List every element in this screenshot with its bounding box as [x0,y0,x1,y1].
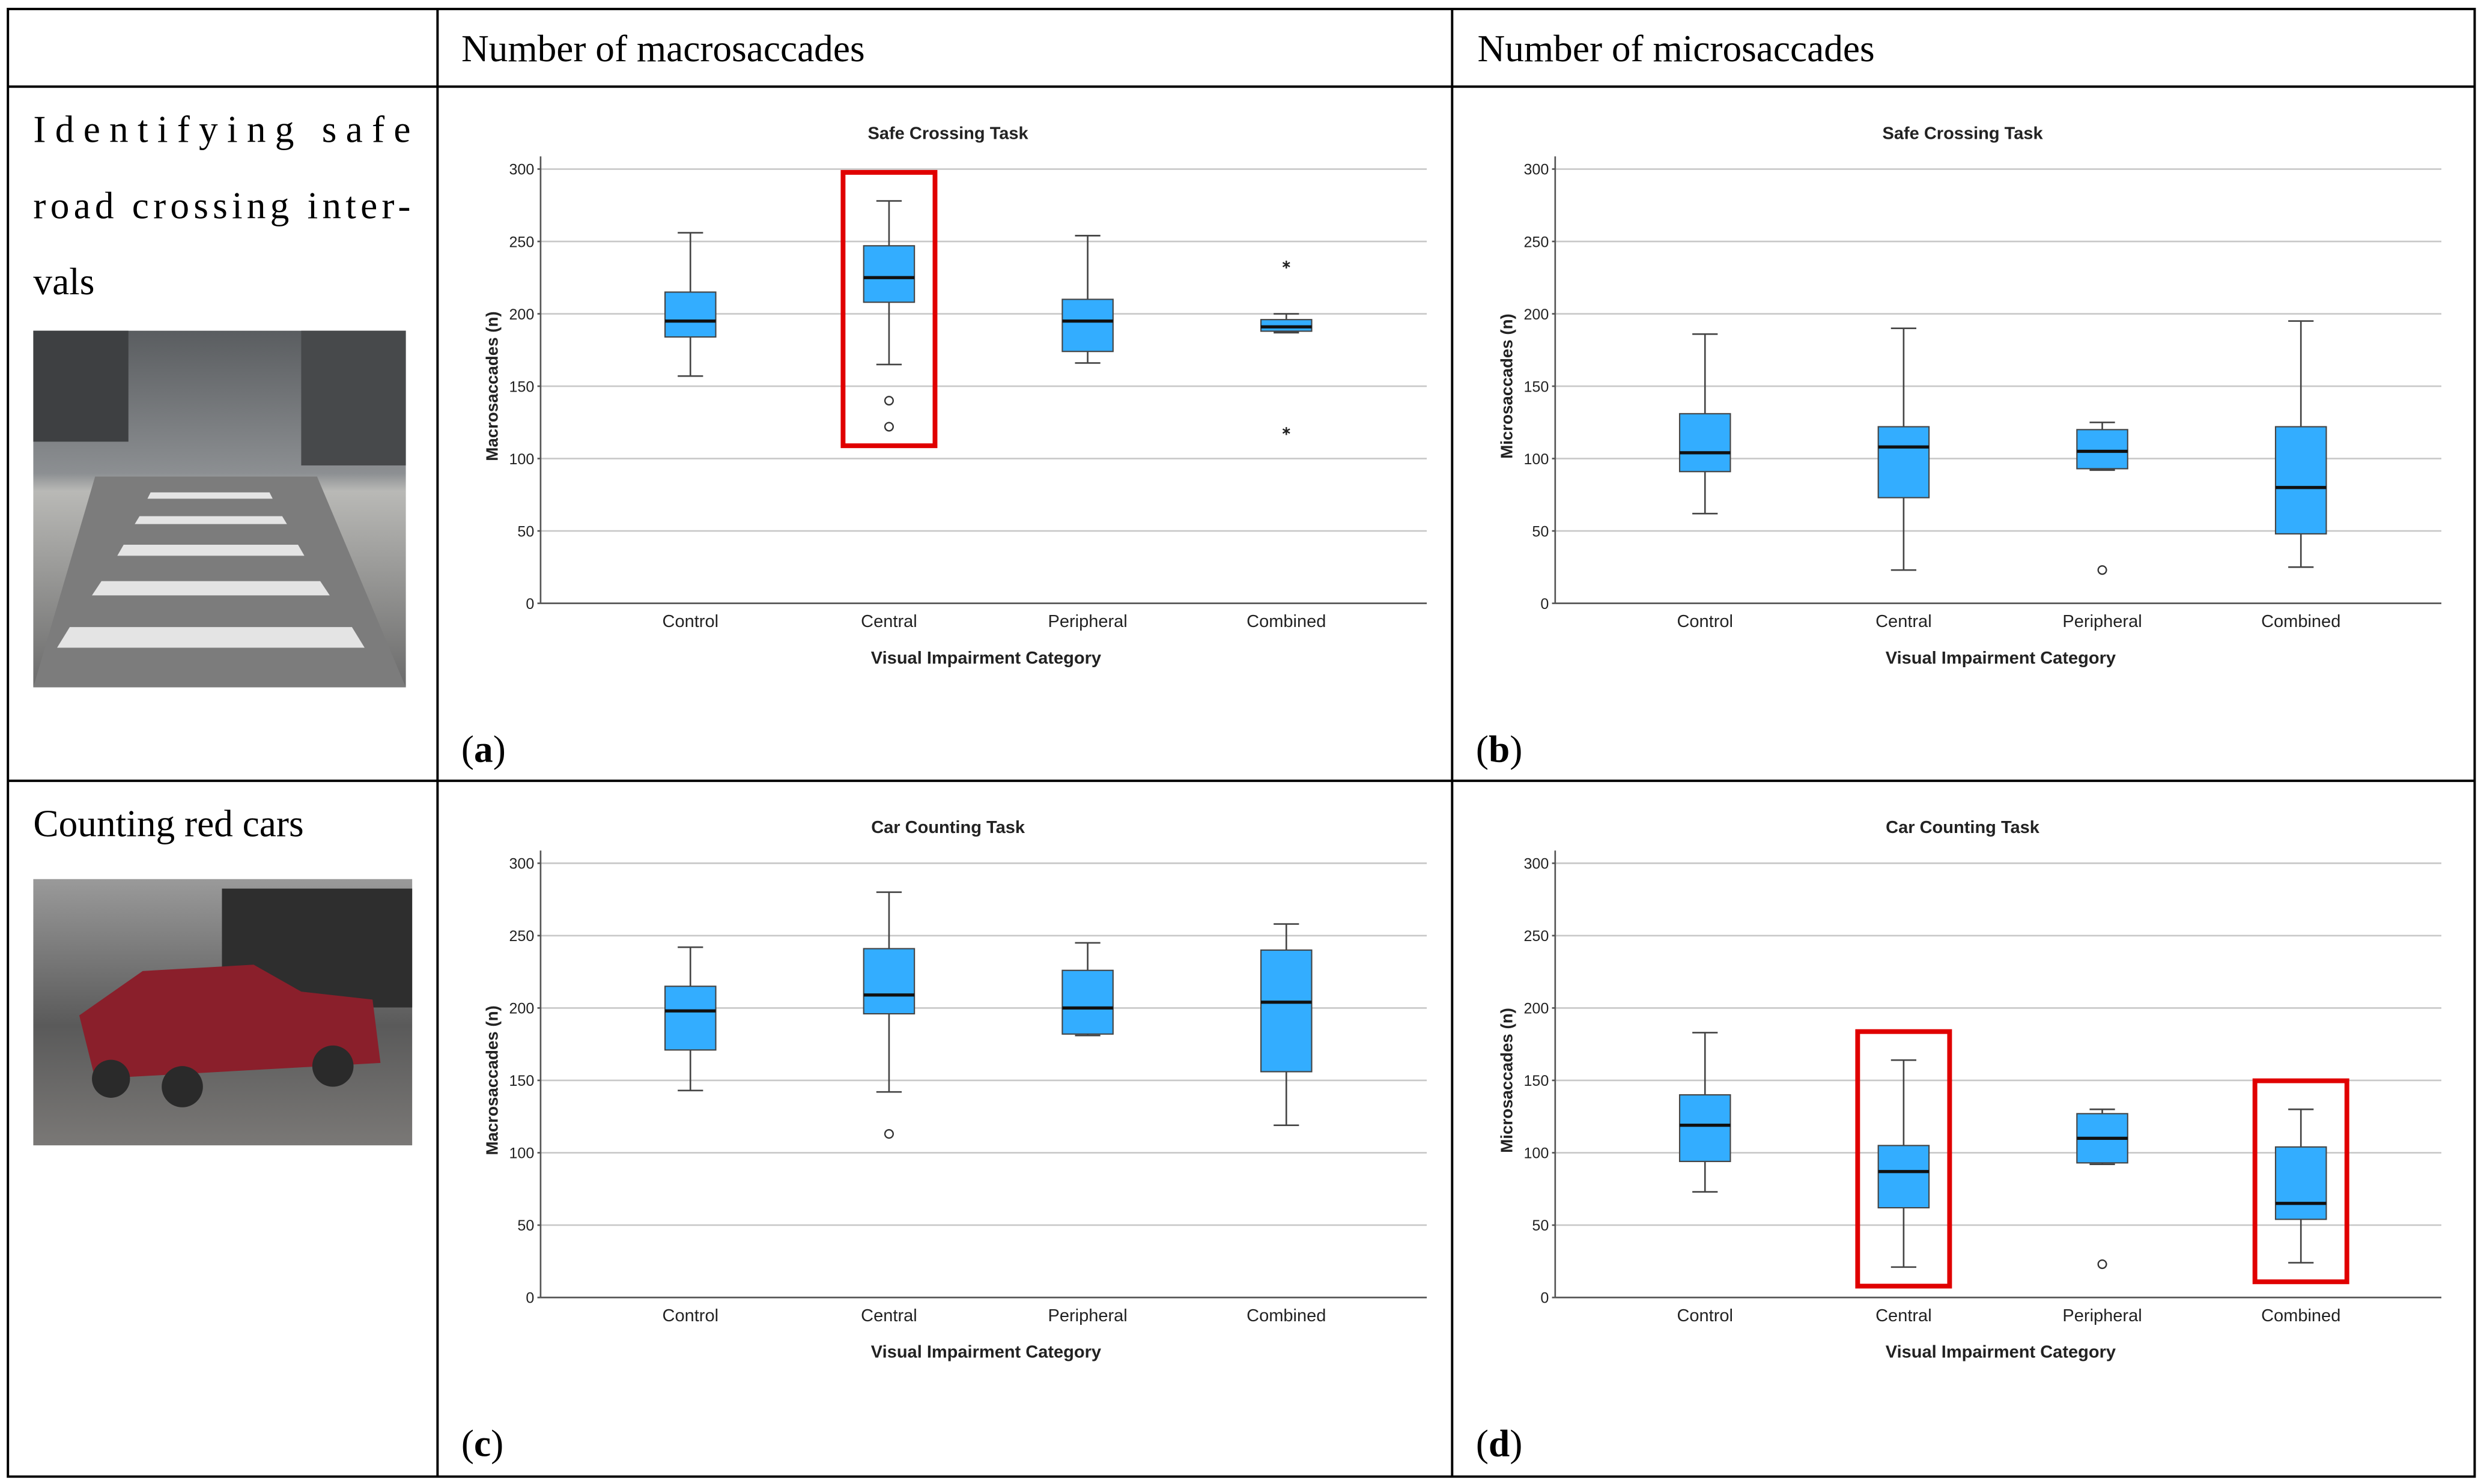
box [2274,1146,2327,1220]
box [863,245,916,303]
y-tick-label: 150 [509,378,535,395]
highlight-box [2252,1078,2349,1285]
x-tick-label: Central [1875,1306,1932,1325]
outlier [884,422,894,432]
chart: Safe Crossing Task Visual Impairment Cate… [1476,124,2442,770]
y-tick-label: 100 [509,451,535,468]
y-tick-label: 100 [1523,451,1549,468]
outlier [2097,565,2107,575]
x-tick-label: Combined [2261,1306,2340,1325]
outlier [884,1129,894,1139]
y-tick-label: 0 [526,596,534,613]
y-tick-label: 200 [1523,1001,1549,1017]
y-tick-label: 50 [1532,523,1549,540]
box [1260,949,1313,1073]
panel-label: (a) [461,728,506,770]
x-tick-label: Control [663,1306,719,1325]
box [863,948,916,1015]
x-tick-label: Combined [1247,612,1326,631]
y-tick-label: 100 [1523,1145,1549,1162]
y-tick-label: 0 [526,1290,534,1307]
task-label: road crossing inter- [33,184,410,226]
y-axis-label: Macrosaccades (n) [483,311,502,461]
box [1678,1094,1731,1162]
y-tick-label: 300 [1523,856,1549,873]
outlier [884,396,894,406]
x-tick-label: Peripheral [1048,612,1127,631]
box [2274,426,2327,535]
crossing-image [33,330,406,688]
y-axis-label: Macrosaccades (n) [483,1005,502,1155]
panel-label: (d) [1476,1422,1522,1464]
box [1061,969,1114,1035]
column-header: Number of macrosaccades [461,28,865,70]
x-tick-label: Control [1677,1306,1733,1325]
y-tick-label: 200 [509,1001,535,1017]
y-tick-label: 200 [1523,306,1549,323]
y-tick-label: 50 [517,523,534,540]
highlight-box [1855,1029,1952,1289]
y-tick-label: 150 [1523,378,1549,395]
x-tick-label: Control [663,612,719,631]
x-tick-label: Control [1677,612,1733,631]
y-tick-label: 0 [1540,1290,1549,1307]
y-tick-label: 250 [509,234,535,250]
y-tick-label: 300 [1523,162,1549,178]
car-image [33,879,413,1146]
table-grid [7,7,2476,1478]
x-axis-label: Visual Impairment Category [1886,1343,2116,1362]
highlight-box [840,170,938,449]
box [664,986,717,1051]
x-tick-label: Combined [2261,612,2340,631]
x-tick-label: Central [861,1306,917,1325]
y-tick-label: 50 [1532,1217,1549,1234]
y-tick-label: 250 [509,928,535,945]
extreme [1282,427,1290,435]
task-label: vals [33,261,94,303]
chart-title: Safe Crossing Task [868,124,1029,143]
y-tick-label: 200 [509,306,535,323]
chart-title: Car Counting Task [1886,818,2040,837]
y-tick-label: 250 [1523,928,1549,945]
x-tick-label: Peripheral [1048,1306,1127,1325]
box [1877,426,1930,498]
chart: Car Counting Task Visual Impairment Categ… [1476,818,2442,1464]
y-tick-label: 50 [517,1217,534,1234]
chart: Car Counting Task Visual Impairment Categ… [461,818,1427,1464]
box [1877,1145,1930,1209]
x-axis-label: Visual Impairment Category [1886,649,2116,668]
y-tick-label: 150 [509,1073,535,1089]
box [2076,429,2128,470]
outlier [2097,1259,2107,1270]
x-axis-label: Visual Impairment Category [871,1343,1101,1362]
y-tick-label: 300 [509,856,535,873]
panel-label: (b) [1476,728,1522,770]
chart: Safe Crossing Task Visual Impairment Cate… [461,124,1427,770]
y-tick-label: 300 [509,162,535,178]
panel-label: (c) [461,1422,503,1464]
box [1061,298,1114,353]
task-label: Counting red cars [33,803,303,845]
task-label: Identifying safe [33,109,410,151]
x-tick-label: Central [1875,612,1932,631]
x-tick-label: Peripheral [2062,1306,2142,1325]
extreme [1282,260,1290,269]
y-tick-label: 150 [1523,1073,1549,1089]
y-tick-label: 250 [1523,234,1549,250]
x-tick-label: Central [861,612,917,631]
x-axis-label: Visual Impairment Category [871,649,1101,668]
x-tick-label: Combined [1247,1306,1326,1325]
y-axis-label: Microsaccades (n) [1498,1008,1516,1153]
y-tick-label: 0 [1540,596,1549,613]
box [1678,413,1731,473]
column-header: Number of microsaccades [1478,28,1875,70]
box [664,291,717,338]
chart-title: Car Counting Task [871,818,1025,837]
x-tick-label: Peripheral [2062,612,2142,631]
chart-title: Safe Crossing Task [1882,124,2043,143]
y-axis-label: Microsaccades (n) [1498,313,1516,459]
y-tick-label: 100 [509,1145,535,1162]
